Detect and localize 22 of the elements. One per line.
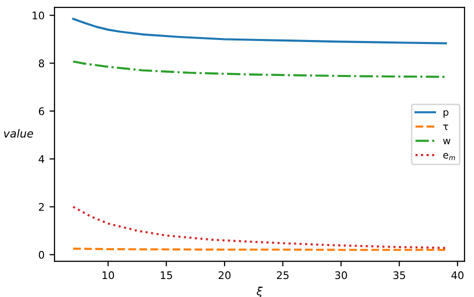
x-tick-label: 25 bbox=[276, 271, 289, 280]
y-tick-label: 4 bbox=[38, 155, 44, 163]
y-tick-label: 2 bbox=[38, 203, 44, 211]
y-tick-label: 8 bbox=[38, 59, 44, 68]
x-tick-label: 35 bbox=[393, 271, 406, 280]
line-series bbox=[72, 206, 447, 249]
x-tick-label: 20 bbox=[218, 271, 231, 280]
y-tick-label: 6 bbox=[38, 107, 44, 116]
legend-label: e$_{m}$ bbox=[443, 153, 455, 160]
x-tick-label: 40 bbox=[451, 271, 464, 280]
x-tick-label: 30 bbox=[335, 271, 347, 280]
legend-label: w bbox=[443, 138, 450, 144]
legend-label: p bbox=[444, 110, 448, 118]
x-axis-title: ξ bbox=[256, 286, 263, 297]
y-tick-label: 10 bbox=[32, 12, 44, 20]
x-tick-label: 10 bbox=[102, 271, 114, 280]
x-tick-label: 15 bbox=[160, 271, 172, 280]
y-axis-title: value bbox=[4, 129, 34, 138]
y-tick-label: 0 bbox=[38, 250, 44, 259]
legend-label: τ bbox=[443, 124, 448, 130]
line-series bbox=[72, 60, 447, 78]
line-series bbox=[72, 18, 447, 44]
